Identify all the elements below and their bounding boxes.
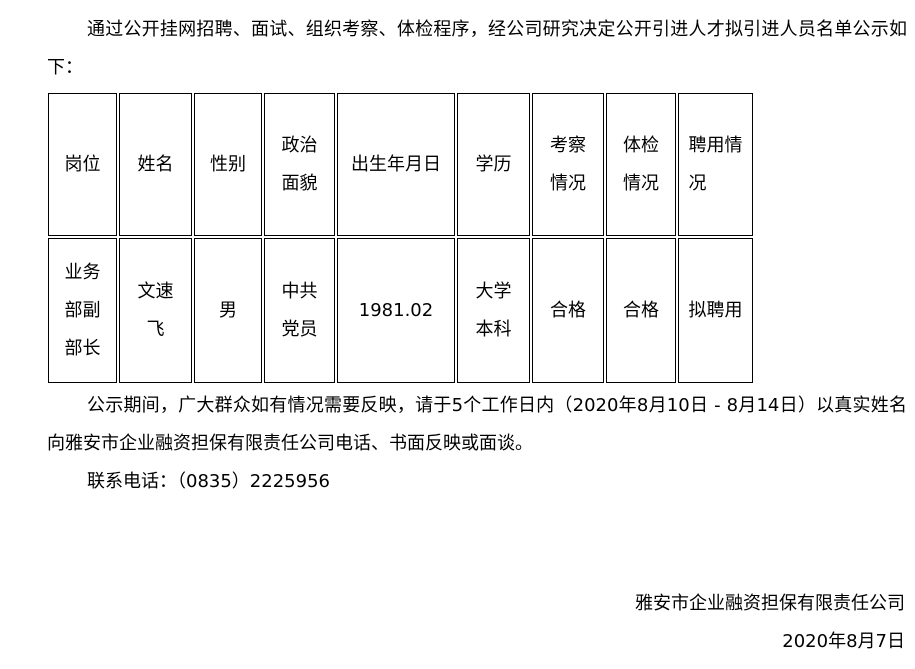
data-cell-text: 大学	[475, 280, 512, 302]
data-cell-text: 中共	[281, 280, 318, 302]
header-cell: 姓名	[119, 93, 192, 236]
header-cell-text: 学历	[475, 153, 512, 175]
header-cell: 岗位	[48, 93, 117, 236]
data-cell-text: 飞	[146, 318, 165, 340]
header-cell-text: 性别	[210, 153, 246, 175]
header-cell: 学历	[457, 93, 530, 236]
data-cell: 1981.02	[337, 238, 455, 383]
data-cell: 合格	[606, 238, 676, 383]
header-cell: 性别	[194, 93, 262, 236]
header-cell-text: 聘用情况	[688, 134, 743, 194]
data-cell: 业务 部副 部长	[48, 238, 117, 383]
header-cell-text: 姓名	[137, 153, 174, 175]
document: 通过公开挂网招聘、面试、组织考察、体检程序，经公司研究决定公开引进人才拟引进人员…	[47, 11, 907, 501]
header-cell: 考察情况	[532, 93, 604, 236]
table-header-row: 岗位 姓名 性别 政治面貌 出生年月日 学历 考察情况 体检情况 聘用情况	[48, 93, 753, 236]
data-cell-text: 部长	[64, 337, 101, 359]
data-cell-text: 男	[219, 299, 237, 321]
header-cell: 聘用情况	[678, 93, 753, 236]
data-cell-text: 业务	[64, 261, 101, 283]
data-cell-text: 1981.02	[358, 299, 434, 321]
candidate-table: 岗位 姓名 性别 政治面貌 出生年月日 学历 考察情况 体检情况 聘用情况 业务 部副 部长 文速飞男…	[46, 91, 755, 385]
data-cell-text: 本科	[475, 318, 512, 340]
data-cell: 合格	[532, 238, 604, 383]
notice-paragraph: 公示期间，广大群众如有情况需要反映，请于5个工作日内（2020年8月10日 - …	[47, 395, 907, 454]
signature-company: 雅安市企业融资担保有限责任公司	[635, 593, 905, 614]
header-cell-text: 出生年月日	[351, 153, 441, 175]
header-cell-text: 岗位	[64, 153, 101, 175]
header-cell-text: 体检情况	[623, 134, 659, 194]
signature-date: 2020年8月7日	[782, 631, 905, 652]
data-cell: 拟聘用	[678, 238, 753, 383]
header-cell: 政治面貌	[264, 93, 335, 236]
header-cell: 出生年月日	[337, 93, 455, 236]
header-cell-text: 政治面貌	[281, 134, 318, 194]
data-cell-text: 合格	[623, 299, 659, 321]
data-cell: 中共 党员	[264, 238, 335, 383]
data-cell-text: 合格	[550, 299, 586, 321]
data-cell: 文速飞	[119, 238, 192, 383]
data-cell-text: 文速	[137, 280, 174, 302]
data-cell: 男	[194, 238, 262, 383]
data-cell-text: 拟聘用	[688, 299, 743, 321]
data-cell: 大学 本科	[457, 238, 530, 383]
data-cell-text: 党员	[281, 318, 318, 340]
intro-paragraph: 通过公开挂网招聘、面试、组织考察、体检程序，经公司研究决定公开引进人才拟引进人员…	[47, 19, 907, 78]
data-cell-text: 部副	[64, 299, 101, 321]
contact-phone: 联系电话：（0835）2225956	[87, 471, 330, 492]
header-cell-text: 考察情况	[550, 134, 586, 194]
header-cell: 体检情况	[606, 93, 676, 236]
table-row: 业务 部副 部长 文速飞男中共 党员 1981.02 大学 本科 合格 合格 拟聘用	[48, 238, 753, 383]
